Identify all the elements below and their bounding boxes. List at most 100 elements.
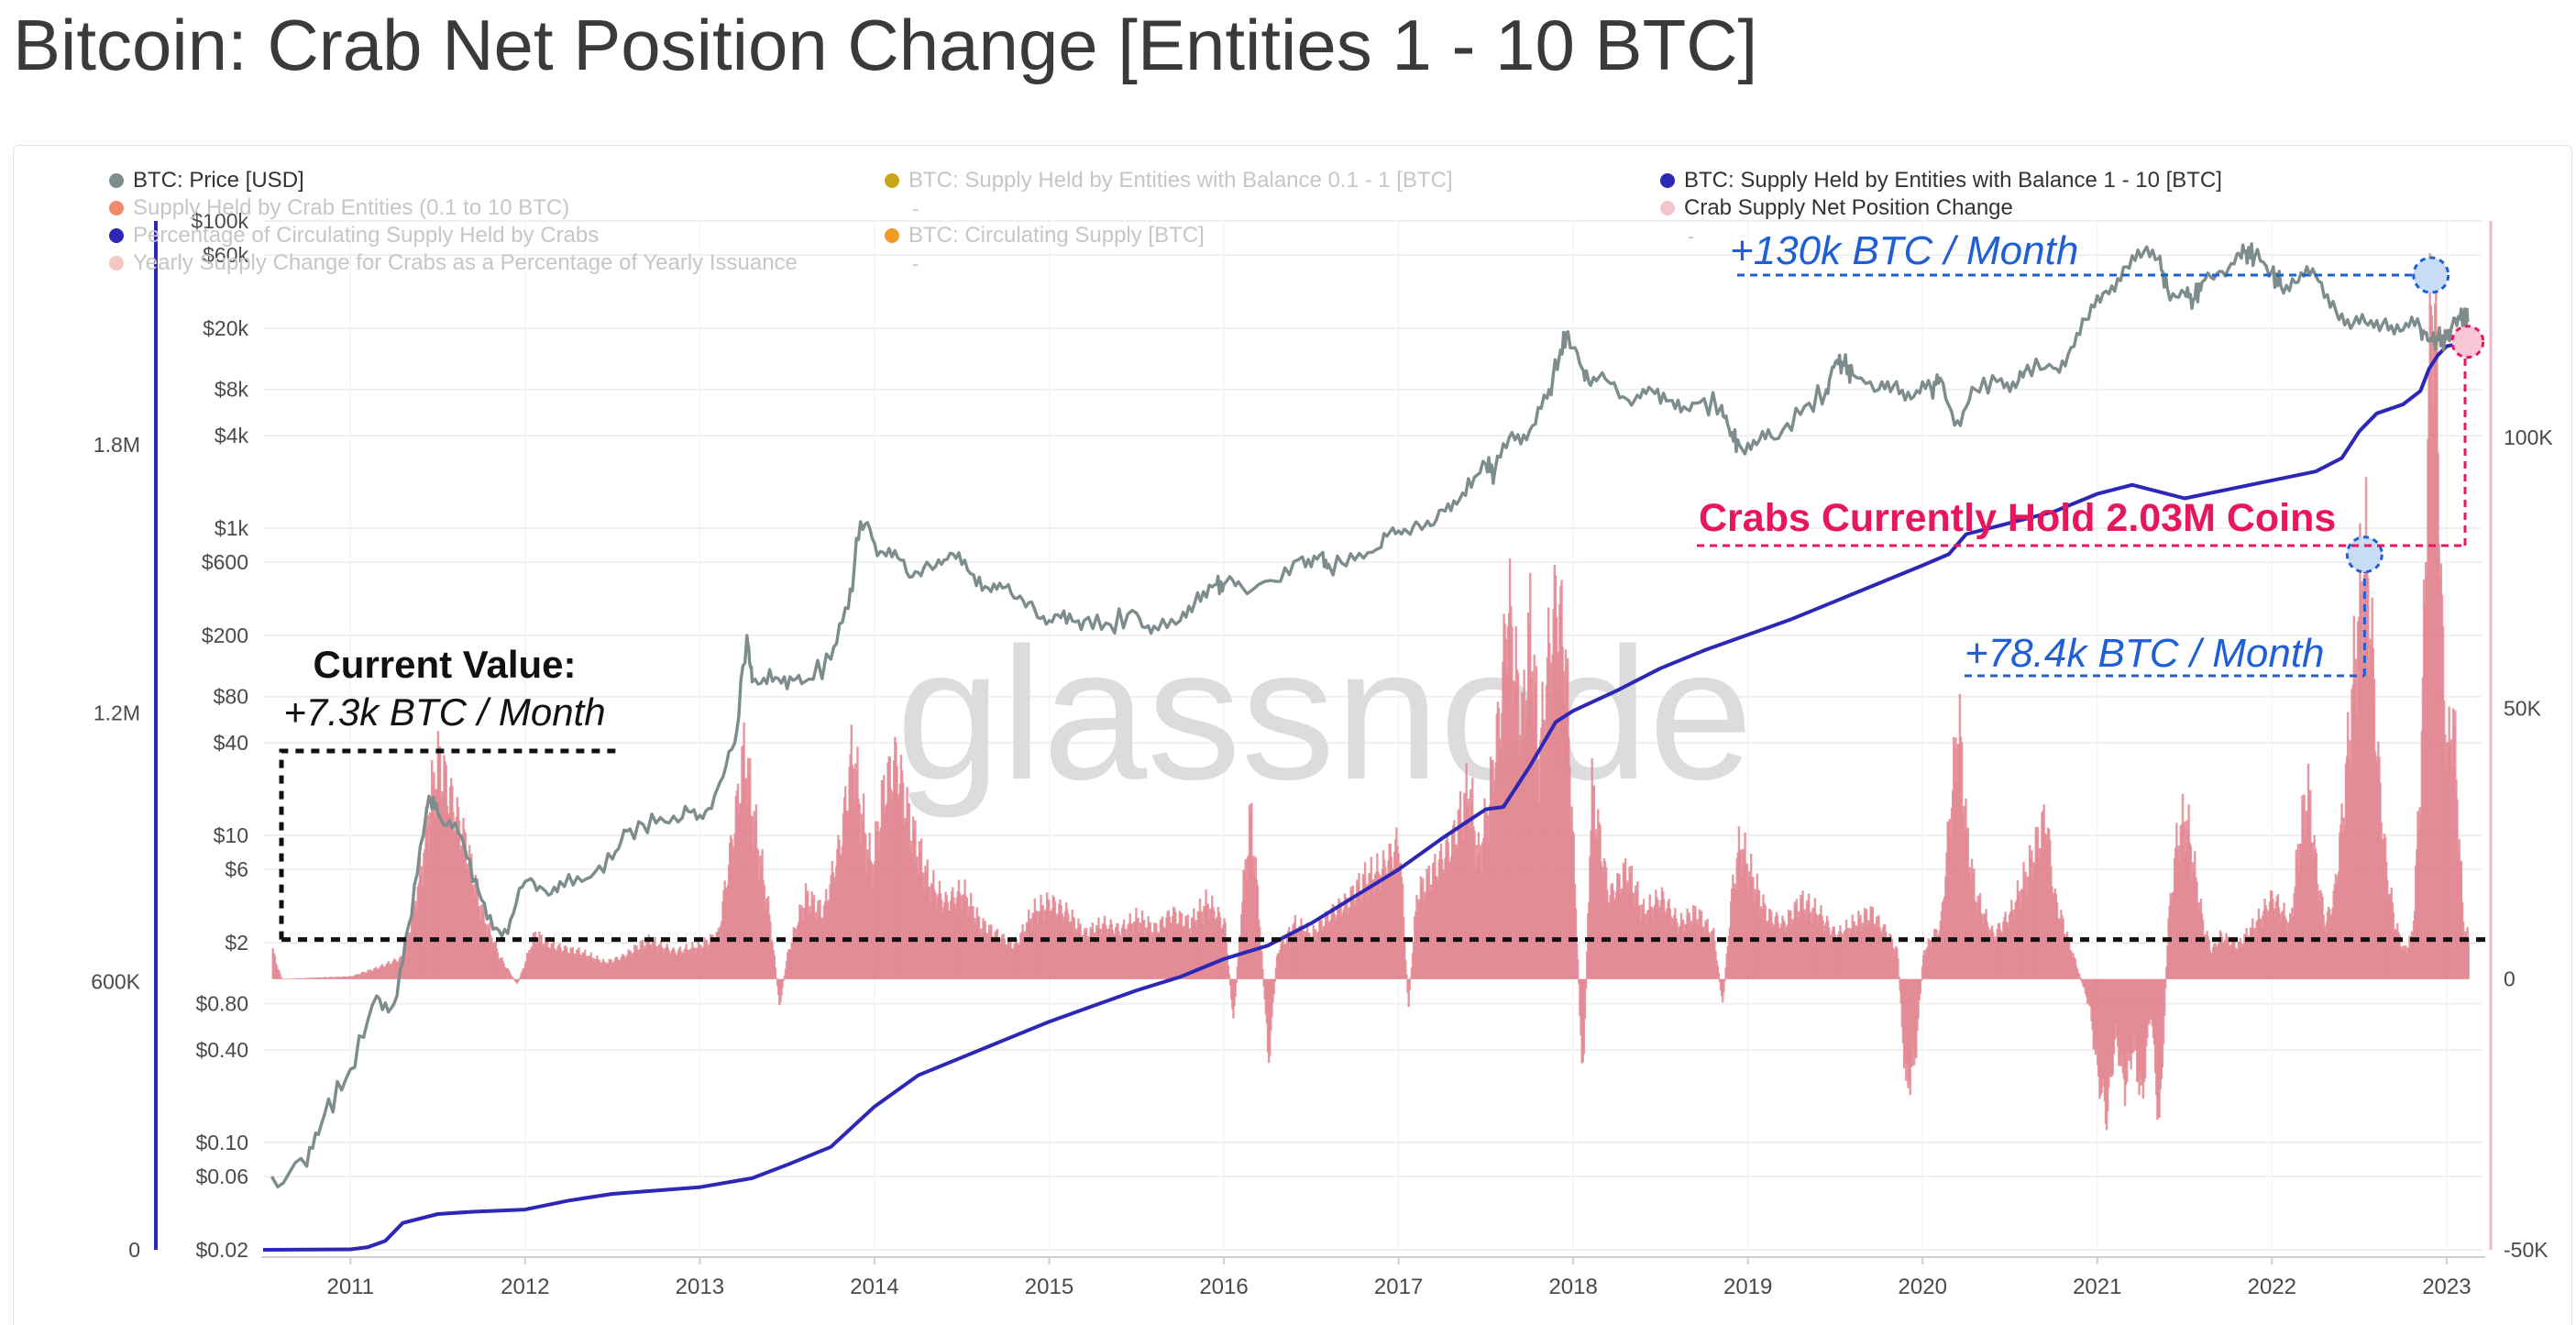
net-change-bar [774,967,777,979]
legend-item-net-change[interactable]: Crab Supply Net Position Change [1660,195,2013,221]
x-tick-label: 2014 [850,1275,898,1299]
net-change-tick-label: -50K [2504,1238,2548,1262]
legend-label: BTC: Supply Held by Entities with Balanc… [1684,168,2222,193]
price-tick-label: $6 [225,857,248,881]
net-change-bar [516,978,520,983]
legend-label: Supply Held by Crab Entities (0.1 to 10 … [133,195,570,220]
price-tick-label: $0.06 [195,1165,248,1188]
price-tick-label: $600 [202,550,248,574]
supply-tick-label: 600K [91,969,140,993]
legend-item-btc-price[interactable]: BTC: Price [USD] [109,168,304,193]
net-change-bar [781,978,784,988]
price-tick-label: $40 [214,731,248,755]
x-tick-label: 2022 [2248,1275,2296,1299]
chart[interactable]: glassnode $100k $60k $20k $8k $4k $1k $600 $200… [14,146,2571,1325]
x-tick-label: 2011 [326,1275,374,1299]
net-change-bar [1407,978,1410,1008]
net-change-bar [1920,978,1923,981]
net-change-bar [773,955,776,979]
legend-dot-icon [1660,201,1675,215]
price-tick-label: $8k [215,378,249,402]
net-change-bar [280,977,282,979]
legend-dot-icon [109,256,124,271]
legend-item-percentage-supply[interactable]: Percentage of Circulating Supply Held by… [109,223,599,248]
price-tick-label: $100k [191,209,248,233]
net-change-bar [279,973,281,979]
legend-dash: - [912,252,919,275]
legend-label: Percentage of Circulating Supply Held by… [133,223,600,248]
net-change-bar [1584,978,1588,989]
legend-dot-icon [109,173,124,188]
legend-item-circulating-supply[interactable]: BTC: Circulating Supply [BTC] [885,223,1205,248]
legend-label: BTC: Supply Held by Entities with Balanc… [908,168,1453,193]
legend-item-supply-0-1[interactable]: BTC: Supply Held by Entities with Balanc… [885,168,1453,193]
current-value-label: +7.3k BTC / Month [283,690,605,734]
legend-label: BTC: Price [USD] [133,168,304,193]
net-change-bar [1404,960,1407,979]
price-tick-label: $4k [215,424,249,447]
price-tick-label: $1k [215,516,249,540]
net-change-bar [2079,977,2082,979]
chart-panel: glassnode $100k $60k $20k $8k $4k $1k $600 $200… [13,145,2572,1325]
price-line [270,242,2470,1189]
legend-label: Yearly Supply Change for Crabs as a Perc… [133,250,798,275]
peak-jun-label: +78.4k BTC / Month [1965,631,2325,676]
net-change-bar [1235,978,1238,984]
price-tick-label: $0.80 [195,992,248,1016]
price-tick-label: $0.40 [195,1038,248,1062]
net-change-bar [1723,978,1726,982]
crabs-hold-label: Crabs Currently Hold 2.03M Coins [1699,496,2336,540]
net-change-bar [1227,974,1231,979]
legend-item-supply-1-10[interactable]: BTC: Supply Held by Entities with Balanc… [1660,168,2222,193]
net-change-bar [2164,978,2167,988]
price-tick-label: $20k [203,316,248,340]
net-change-bar [1723,978,1725,993]
net-change-bar [1261,969,1264,979]
supply-line [262,339,2469,1252]
x-tick-label: 2017 [1374,1275,1423,1299]
peak-jun-marker [2345,536,2383,574]
net-change-bar [1577,959,1580,979]
net-change-bar [1897,957,1899,979]
price-tick-label: $0.02 [195,1238,248,1262]
net-change-bar [1234,978,1237,997]
x-tick-label: 2013 [676,1275,724,1299]
x-tick-label: 2018 [1548,1275,1597,1299]
legend-label: Crab Supply Net Position Change [1684,195,2013,220]
price-tick-label: $60k [203,243,248,267]
price-tick-label: $2 [225,931,248,955]
axes: $100k$60k$20k$8k$4k$1k$600$200$80$40$10$… [91,209,2553,1299]
legend-label: BTC: Circulating Supply [BTC] [908,223,1205,248]
net-change-bar [2078,974,2081,979]
price-tick-label: $80 [214,685,248,709]
x-tick-label: 2021 [2073,1275,2121,1299]
net-change-bar [1583,978,1587,1020]
x-tick-label: 2016 [1199,1275,1248,1299]
price-tick-label: $200 [202,624,248,647]
net-change-bar [512,977,514,979]
net-change-bar [1273,978,1276,983]
x-tick-label: 2019 [1723,1275,1772,1299]
legend-dash: - [1688,225,1695,248]
legend-dot-icon [1660,173,1675,188]
net-change-bar [1919,978,1921,994]
net-change-bar [775,977,778,979]
x-tick-label: 2023 [2422,1275,2471,1299]
supply-tick-label: 1.8M [94,433,140,457]
watermark: glassnode [897,609,1754,819]
legend-dot-icon [885,228,899,243]
legend-dot-icon [885,173,899,188]
price-series [270,242,2470,1189]
legend-item-yearly-change[interactable]: Yearly Supply Change for Crabs as a Perc… [109,250,798,276]
net-change-bar [1405,974,1408,979]
net-change-bar [1272,978,1275,995]
current-value-bracket [279,748,619,940]
page-title: Bitcoin: Crab Net Position Change [Entit… [13,5,1758,85]
x-tick-label: 2020 [1899,1275,1947,1299]
net-change-bar [518,978,521,980]
net-change-bar [1227,965,1230,979]
supply-tick-label: 0 [128,1238,140,1262]
net-change-bar [2163,978,2166,1016]
legend-item-crab-supply[interactable]: Supply Held by Crab Entities (0.1 to 10 … [109,195,569,221]
net-change-bar [1898,977,1900,979]
